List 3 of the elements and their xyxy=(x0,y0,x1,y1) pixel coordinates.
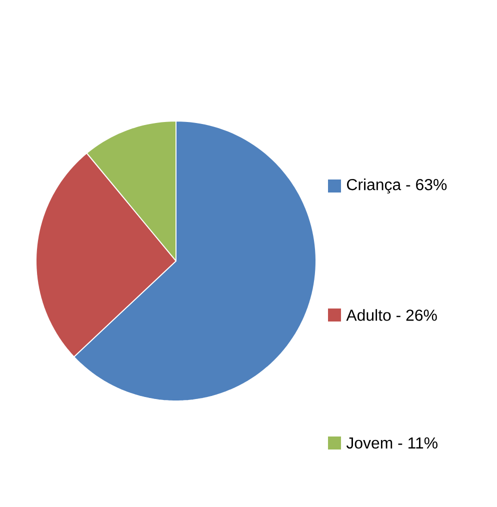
legend-label: Adulto - 26% xyxy=(346,309,437,321)
legend-label: Criança - 63% xyxy=(347,178,447,194)
legend-label: Jovem - 11% xyxy=(346,437,438,449)
